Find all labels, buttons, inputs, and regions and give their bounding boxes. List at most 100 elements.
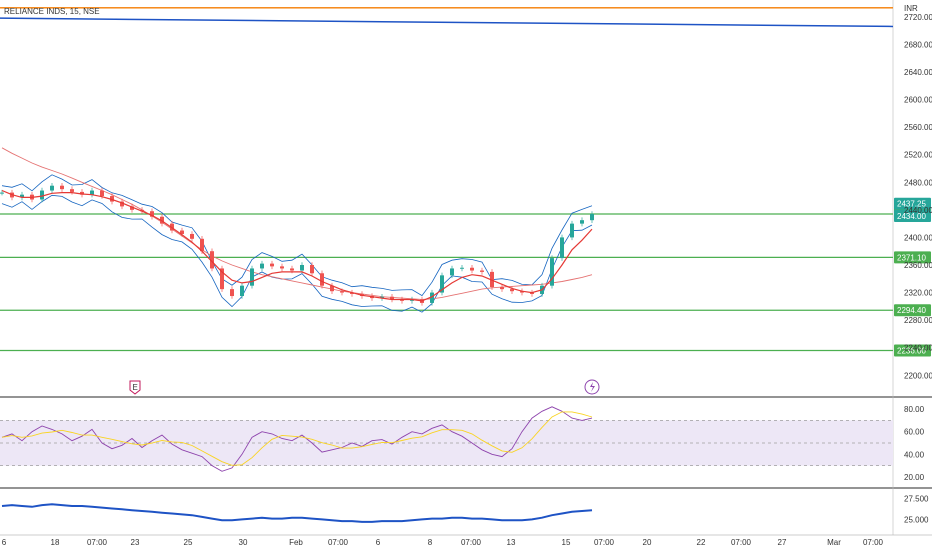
time-tick: 18	[51, 538, 60, 547]
candle	[200, 238, 204, 252]
rsi-line	[1, 406, 593, 472]
rsi-tick: 60.00	[904, 428, 925, 437]
price-badge	[894, 209, 931, 222]
time-tick: 15	[562, 538, 571, 547]
symbol-title: RELIANCE INDS, 15, NSE	[4, 7, 100, 16]
candle	[290, 268, 294, 271]
rsi-tick: 40.00	[904, 450, 925, 459]
price-tick: 2600.00	[904, 96, 932, 105]
time-tick: 27	[778, 538, 787, 547]
time-tick: 20	[643, 538, 652, 547]
candle	[80, 191, 84, 195]
trendline	[0, 17, 894, 28]
candle	[40, 190, 44, 200]
time-tick: 07:00	[87, 538, 108, 547]
candle	[400, 299, 404, 301]
candle	[310, 265, 314, 274]
candle	[530, 292, 534, 294]
price-tick: 2200.00	[904, 371, 932, 380]
candle	[50, 185, 54, 191]
candle	[340, 291, 344, 293]
price-tick: 2280.00	[904, 316, 932, 325]
rsi-signal-line	[1, 411, 593, 466]
price-tick: 2680.00	[904, 40, 932, 49]
candle	[260, 263, 264, 269]
candle	[580, 220, 584, 224]
candle	[250, 268, 254, 286]
candle	[440, 275, 444, 293]
candle	[300, 265, 304, 271]
price-badge	[894, 197, 931, 210]
level-badge-label: 2294.40	[897, 306, 926, 315]
price-tick: 2320.00	[904, 289, 932, 298]
price-tick: 2400.00	[904, 233, 932, 242]
candle	[560, 237, 564, 259]
candle	[140, 209, 144, 212]
rsi-tick: 80.00	[904, 405, 925, 414]
time-tick: 07:00	[594, 538, 615, 547]
price-tick: 2440.00	[904, 206, 932, 215]
level-badge	[894, 304, 931, 317]
candle	[110, 196, 114, 202]
candle	[470, 267, 474, 271]
candle	[450, 268, 454, 276]
price-tick: 2560.00	[904, 123, 932, 132]
currency-label: INR	[904, 4, 918, 13]
price-badge-label: 2434.00	[897, 212, 926, 221]
time-tick: 30	[239, 538, 248, 547]
candle	[320, 273, 324, 286]
time-tick: 23	[131, 538, 140, 547]
candle	[0, 192, 4, 194]
time-tick: 07:00	[863, 538, 884, 547]
candle	[190, 233, 194, 239]
candle	[270, 263, 274, 267]
indicator-tick: 27.500	[904, 494, 929, 503]
candle	[430, 292, 434, 303]
earnings-label: E	[133, 383, 138, 392]
ma-line	[1, 189, 593, 302]
candle	[490, 271, 494, 288]
candle	[100, 190, 104, 197]
price-tick: 2240.00	[904, 344, 932, 353]
candle	[330, 285, 334, 292]
price-tick: 2640.00	[904, 68, 932, 77]
candle	[60, 185, 64, 190]
time-tick: 07:00	[731, 538, 752, 547]
candle	[460, 267, 464, 269]
earnings-icon	[129, 380, 141, 395]
candle	[550, 258, 554, 286]
candle	[390, 296, 394, 300]
price-tick: 2720.00	[904, 13, 932, 22]
time-tick: 07:00	[461, 538, 482, 547]
candle	[350, 292, 354, 294]
candle	[220, 268, 224, 290]
price-tick: 2520.00	[904, 151, 932, 160]
price-tick: 2480.00	[904, 178, 932, 187]
candle	[520, 291, 524, 293]
candle	[570, 223, 574, 238]
candle	[240, 285, 244, 297]
candle	[130, 206, 134, 210]
indicator-tick: 25.000	[904, 515, 929, 524]
candle	[480, 270, 484, 272]
rsi-tick: 20.00	[904, 473, 925, 482]
time-tick: 07:00	[328, 538, 349, 547]
time-tick: 8	[428, 538, 433, 547]
candle	[230, 289, 234, 297]
time-tick: Feb	[289, 538, 303, 547]
price-badge-label: 2437.25	[897, 200, 926, 209]
level-badge-label: 2371.10	[897, 253, 926, 262]
candle	[70, 189, 74, 192]
candle	[210, 251, 214, 269]
candle	[150, 211, 154, 217]
time-tick: 13	[507, 538, 516, 547]
earnings-marker: E	[129, 380, 141, 395]
price-tick: 2360.00	[904, 261, 932, 270]
level-badge	[894, 251, 931, 264]
time-tick: 6	[2, 538, 7, 547]
lightning-icon-glyph	[590, 382, 595, 392]
candle	[20, 194, 24, 198]
level-badge-label: 2236.00	[897, 346, 926, 355]
time-tick: 25	[184, 538, 193, 547]
